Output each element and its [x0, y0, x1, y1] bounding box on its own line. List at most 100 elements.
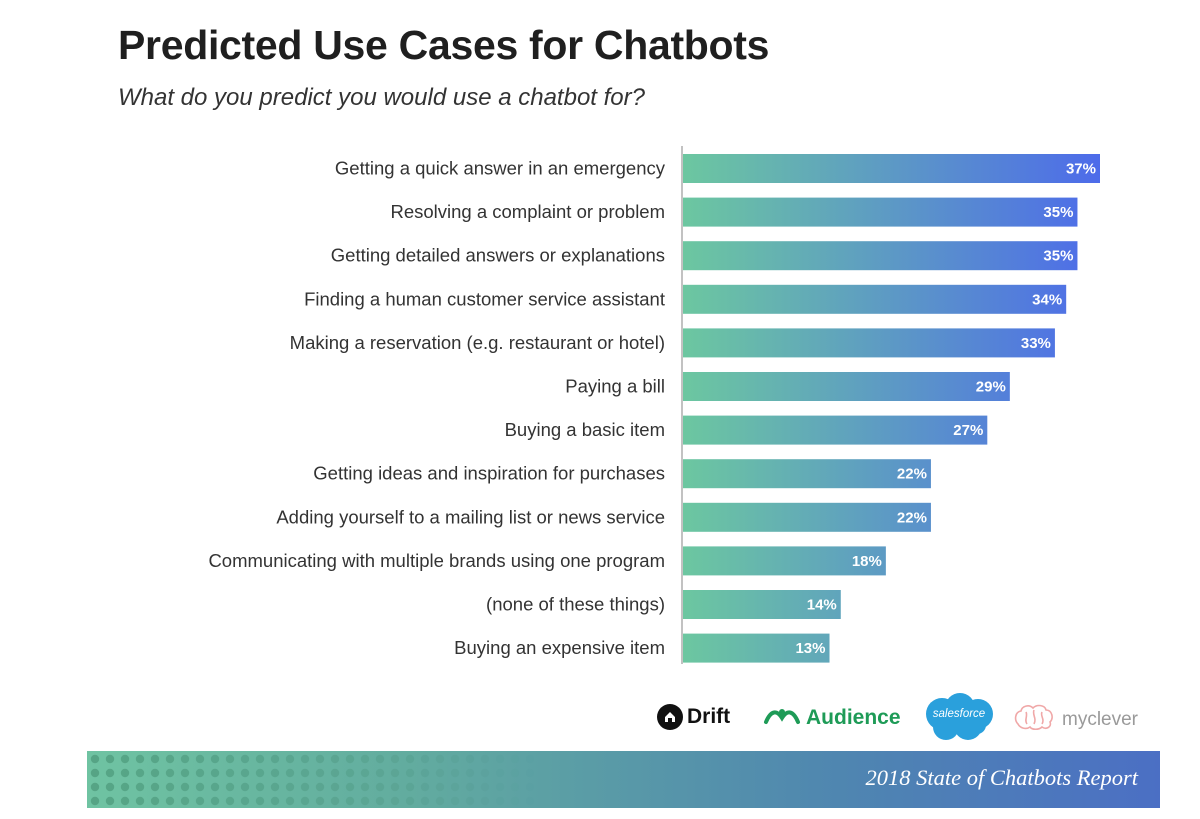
footer-dot: [420, 754, 430, 764]
footer-dot: [330, 768, 340, 778]
footer-dot: [465, 782, 475, 792]
footer-dot: [240, 754, 250, 764]
myclever-logo-text: myclever: [1062, 709, 1139, 730]
footer-dot: [120, 796, 130, 806]
footer-dot: [435, 796, 445, 806]
footer-dot: [105, 796, 115, 806]
drift-mark-icon: [657, 704, 683, 730]
bar: [683, 546, 886, 576]
footer-dot: [120, 782, 130, 792]
footer-dot: [255, 768, 265, 778]
footer-dot: [270, 796, 280, 806]
bar: [683, 284, 1067, 314]
value-label: 35%: [1043, 248, 1073, 265]
category-label: Communicating with multiple brands using…: [208, 550, 665, 571]
footer-dot: [210, 782, 220, 792]
value-label: 33%: [1021, 335, 1051, 352]
footer-dot: [435, 782, 445, 792]
footer-dot: [465, 768, 475, 778]
footer-dot: [511, 769, 519, 777]
footer-dot: [195, 754, 205, 764]
partner-logos: Drift Audience salesforce: [0, 690, 1200, 750]
footer-dot: [180, 796, 190, 806]
bar: [683, 633, 830, 663]
footer-dot: [195, 768, 205, 778]
footer-dot: [315, 768, 325, 778]
footer-dot: [300, 768, 310, 778]
category-label: Adding yourself to a mailing list or new…: [276, 506, 665, 527]
footer-dot: [135, 796, 145, 806]
footer-dot: [255, 796, 265, 806]
footer-dot: [90, 768, 100, 778]
myclever-logo: myclever: [1012, 702, 1138, 738]
bar-chart: Getting a quick answer in an emergency 37…: [208, 146, 1100, 664]
footer-dot: [496, 797, 504, 805]
footer-dot: [240, 796, 250, 806]
footer-dot: [405, 796, 415, 806]
value-label: 37%: [1066, 161, 1096, 178]
footer-dot: [285, 768, 295, 778]
footer-dot: [270, 754, 280, 764]
footer-dot: [360, 768, 370, 778]
footer-dot: [360, 782, 370, 792]
bar: [683, 415, 988, 445]
footer-dot: [526, 797, 534, 805]
footer-dot: [375, 782, 385, 792]
footer-dot: [405, 782, 415, 792]
footer-dot: [180, 754, 190, 764]
footer-dot: [480, 754, 490, 764]
category-label: (none of these things): [486, 594, 665, 615]
category-label: Buying an expensive item: [454, 637, 665, 658]
footer-dot: [330, 782, 340, 792]
footer-dot: [210, 768, 220, 778]
footer-dot: [255, 754, 265, 764]
footer-dot: [330, 754, 340, 764]
footer-dot: [390, 782, 400, 792]
bar: [683, 241, 1078, 271]
footer-dot: [240, 782, 250, 792]
value-label: 29%: [976, 379, 1006, 396]
footer-dot: [150, 796, 160, 806]
footer-dot: [300, 754, 310, 764]
footer-dot: [480, 782, 490, 792]
footer-dot: [450, 782, 460, 792]
footer-dot: [480, 796, 490, 806]
salesforce-logo: salesforce: [918, 690, 1000, 744]
dot-pattern: [90, 754, 534, 806]
value-label: 22%: [897, 466, 927, 483]
footer-dot: [315, 796, 325, 806]
value-label: 18%: [852, 553, 882, 570]
footer-dot: [300, 782, 310, 792]
value-label: 27%: [953, 422, 983, 439]
footer-dot: [405, 754, 415, 764]
footer-dot: [345, 796, 355, 806]
footer-dot: [345, 782, 355, 792]
footer-dot: [225, 768, 235, 778]
footer-dot: [120, 768, 130, 778]
footer-dot: [225, 754, 235, 764]
category-label: Getting detailed answers or explanations: [331, 245, 665, 266]
audience-logo: Audience: [763, 704, 901, 732]
drift-logo-text: Drift: [687, 705, 731, 728]
footer-dot: [315, 754, 325, 764]
footer-dot: [496, 755, 504, 763]
chart-subtitle: What do you predict you would use a chat…: [118, 84, 645, 111]
footer-dot: [135, 754, 145, 764]
footer-dot: [360, 796, 370, 806]
footer-dot: [225, 796, 235, 806]
footer-dot: [105, 768, 115, 778]
value-label: 14%: [807, 597, 837, 614]
footer-dot: [210, 796, 220, 806]
drift-logo: Drift: [657, 704, 730, 730]
report-footer-banner: 2018 State of Chatbots Report: [87, 751, 1160, 808]
footer-dot: [150, 754, 160, 764]
footer-dot: [465, 754, 475, 764]
footer-dot: [165, 754, 175, 764]
value-label: 22%: [897, 509, 927, 526]
footer-dot: [255, 782, 265, 792]
salesforce-logo-text: salesforce: [932, 708, 986, 720]
footer-dot: [135, 768, 145, 778]
category-label: Getting ideas and inspiration for purcha…: [313, 463, 665, 484]
footer-dot: [375, 754, 385, 764]
footer-dot: [390, 796, 400, 806]
